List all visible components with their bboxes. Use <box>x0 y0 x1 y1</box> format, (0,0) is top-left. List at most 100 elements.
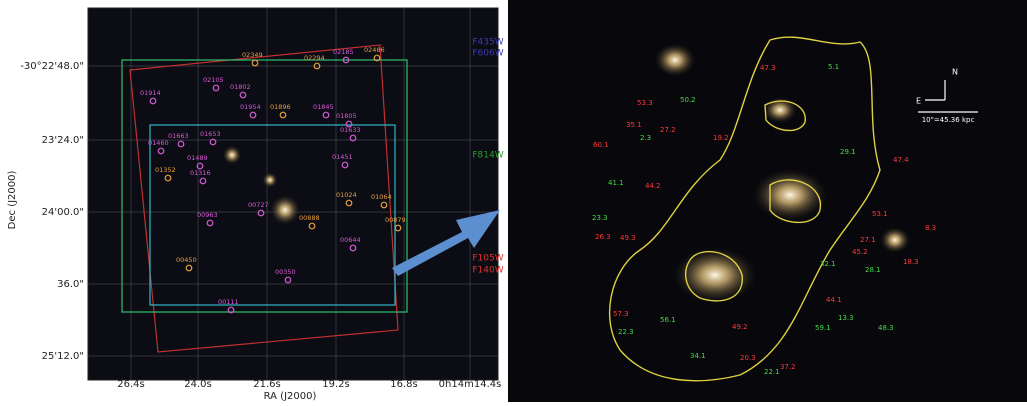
arrow <box>392 210 500 276</box>
source-label: 47.4 <box>893 156 909 164</box>
object-marker <box>164 174 172 182</box>
object-label: 00450 <box>176 256 197 264</box>
filter-label: F140W <box>472 266 503 276</box>
contour <box>764 100 806 132</box>
source-label: 2.3 <box>640 134 651 142</box>
object-marker <box>322 111 330 119</box>
object-label: 00888 <box>299 214 320 222</box>
galaxy <box>269 194 301 226</box>
object-marker <box>373 54 381 62</box>
object-marker <box>341 161 349 169</box>
object-label: 00111 <box>218 298 239 306</box>
filter-label: F105W <box>472 254 503 264</box>
object-marker <box>342 56 350 64</box>
object-label: 00879 <box>385 216 406 224</box>
source-label: 44.1 <box>826 296 842 304</box>
galaxy <box>222 145 242 165</box>
x-tick-label: 0h14m14.4s <box>439 379 502 390</box>
y-tick-label: 36.0" <box>57 279 84 290</box>
object-label: 01802 <box>230 83 251 91</box>
source-label: 27.1 <box>860 236 876 244</box>
filter-label: F606W <box>472 49 503 59</box>
object-label: 01460 <box>148 139 169 147</box>
object-label: 00644 <box>340 236 361 244</box>
object-marker <box>185 264 193 272</box>
source-label: 49.2 <box>732 323 748 331</box>
object-label: 00963 <box>197 211 218 219</box>
source-label: 45.2 <box>852 248 868 256</box>
source-label: 49.3 <box>620 234 636 242</box>
x-tick-label: 16.8s <box>390 379 417 390</box>
object-label: 01845 <box>313 103 334 111</box>
filter-label: F814W <box>472 151 503 161</box>
object-label: 02105 <box>203 76 224 84</box>
object-marker <box>157 147 165 155</box>
source-label: 20.3 <box>740 354 756 362</box>
source-label: 19.2 <box>713 134 729 142</box>
footprint-green <box>121 59 408 313</box>
galaxy <box>670 245 760 305</box>
source-label: 48.3 <box>878 324 894 332</box>
y-axis-title: Dec (J2000) <box>7 171 18 230</box>
object-label: 01352 <box>155 166 176 174</box>
object-label: 01653 <box>200 130 221 138</box>
object-label: 01064 <box>371 193 392 201</box>
object-marker <box>345 120 353 128</box>
object-marker <box>196 162 204 170</box>
source-label: 47.3 <box>760 64 776 72</box>
object-marker <box>313 62 321 70</box>
scale-bar-label: 10"=45.36 kpc <box>922 116 975 124</box>
source-label: 26.3 <box>595 233 611 241</box>
object-marker <box>177 140 185 148</box>
source-label: 35.1 <box>626 121 642 129</box>
source-label: 41.1 <box>608 179 624 187</box>
object-label: 01663 <box>168 132 189 140</box>
left-image <box>88 8 498 380</box>
object-marker <box>380 201 388 209</box>
object-label: 01954 <box>240 103 261 111</box>
source-label: 59.1 <box>815 324 831 332</box>
object-marker <box>257 209 265 217</box>
object-marker <box>251 59 259 67</box>
object-label: 02294 <box>304 54 325 62</box>
source-label: 57.3 <box>613 310 629 318</box>
source-label: 23.3 <box>592 214 608 222</box>
object-marker <box>349 134 357 142</box>
object-marker <box>227 306 235 314</box>
object-label: 01805 <box>336 112 357 120</box>
y-tick-label: 25'12.0" <box>42 351 84 362</box>
object-label: 00350 <box>275 268 296 276</box>
source-label: 32.1 <box>820 260 836 268</box>
source-label: 5.1 <box>828 63 839 71</box>
source-label: 22.3 <box>618 328 634 336</box>
galaxy <box>653 42 697 78</box>
object-label: 01633 <box>340 126 361 134</box>
object-marker <box>239 91 247 99</box>
object-label: 01489 <box>187 154 208 162</box>
object-label: 01896 <box>270 103 291 111</box>
source-label: 53.1 <box>872 210 888 218</box>
source-label: 8.3 <box>925 224 936 232</box>
object-label: 00727 <box>248 201 269 209</box>
object-marker <box>249 111 257 119</box>
contour <box>769 179 822 224</box>
compass-north: N <box>952 68 958 77</box>
object-label: 01024 <box>336 191 357 199</box>
contour <box>684 250 743 302</box>
source-label: 18.3 <box>903 258 919 266</box>
source-label: 13.3 <box>838 314 854 322</box>
object-marker <box>394 224 402 232</box>
x-tick-label: 26.4s <box>117 379 144 390</box>
source-label: 37.2 <box>780 363 796 371</box>
x-tick-label: 19.2s <box>322 379 349 390</box>
x-tick-label: 24.0s <box>184 379 211 390</box>
object-label: 01914 <box>140 89 161 97</box>
y-tick-label: 24'00.0" <box>42 207 84 218</box>
source-label: 50.2 <box>680 96 696 104</box>
object-marker <box>209 138 217 146</box>
compass-east: E <box>916 97 921 106</box>
source-label: 34.1 <box>690 352 706 360</box>
object-marker <box>279 111 287 119</box>
object-label: 01451 <box>332 153 353 161</box>
